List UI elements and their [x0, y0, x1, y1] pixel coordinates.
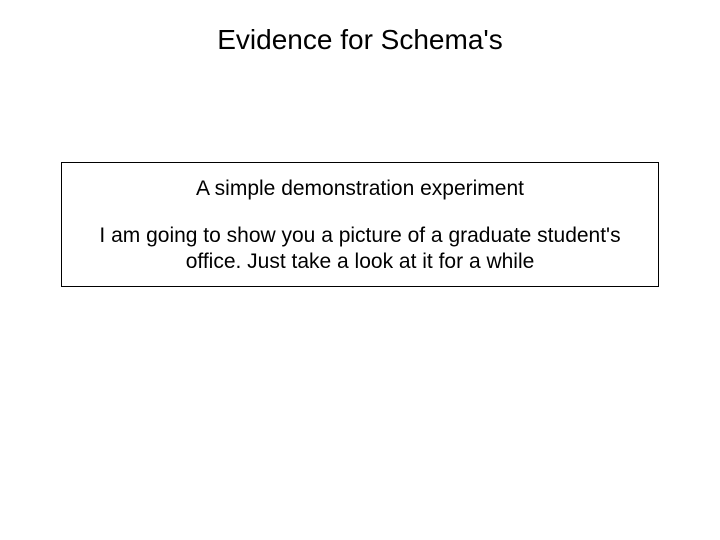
- box-body-text: I am going to show you a picture of a gr…: [82, 223, 638, 276]
- content-box: A simple demonstration experiment I am g…: [61, 162, 659, 287]
- box-subtitle: A simple demonstration experiment: [82, 177, 638, 201]
- slide-title: Evidence for Schema's: [0, 24, 720, 56]
